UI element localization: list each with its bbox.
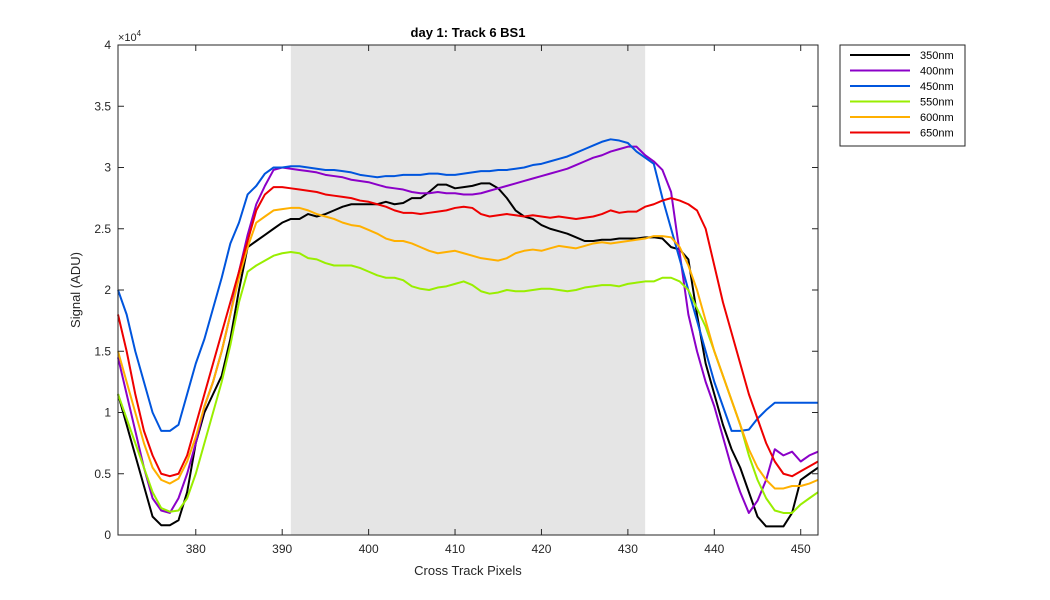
y-axis-ticks: 0 0.5 1 1.5 2 2.5 3 3.5 4 — [94, 38, 818, 542]
series-line-600nm — [117, 206, 819, 490]
y-tick-label: 2 — [104, 283, 111, 297]
y-tick-label: 4 — [104, 38, 111, 52]
series-line-450nm — [117, 138, 818, 432]
legend-label: 350nm — [920, 50, 954, 62]
series-line-650nm — [117, 186, 819, 478]
x-axis-ticks: 380 390 400 410 420 430 440 450 — [186, 45, 811, 556]
x-tick-label: 400 — [359, 542, 379, 556]
series-line-550nm — [117, 251, 819, 514]
legend: 350nm 400nm 450nm 550nm 600nm 650nm — [839, 44, 966, 147]
y-tick-label: 1 — [104, 406, 111, 420]
legend-label: 600nm — [920, 112, 954, 124]
chart-title: day 1: Track 6 BS1 — [411, 25, 526, 40]
y-tick-label: 1.5 — [94, 344, 111, 358]
x-tick-label: 440 — [704, 542, 724, 556]
legend-label: 450nm — [920, 81, 954, 93]
x-axis-label: Cross Track Pixels — [414, 563, 522, 578]
x-tick-label: 450 — [791, 542, 811, 556]
legend-label: 400nm — [920, 66, 954, 78]
x-tick-label: 390 — [272, 542, 292, 556]
y-tick-label: 3 — [104, 161, 111, 175]
shaded-region — [290, 45, 646, 535]
y-axis-exponent: ×104 — [118, 29, 142, 44]
x-tick-label: 380 — [186, 542, 206, 556]
series-lines — [117, 138, 819, 528]
y-tick-label: 3.5 — [94, 99, 111, 113]
y-tick-label: 0.5 — [94, 467, 111, 481]
x-tick-label: 410 — [445, 542, 465, 556]
y-axis-label: Signal (ADU) — [68, 252, 83, 328]
y-tick-label: 0 — [104, 528, 111, 542]
legend-label: 550nm — [920, 97, 954, 109]
legend-label: 650nm — [920, 128, 954, 140]
legend-box — [839, 44, 966, 147]
y-tick-label: 2.5 — [94, 222, 111, 236]
x-tick-label: 430 — [618, 542, 638, 556]
x-tick-label: 420 — [531, 542, 551, 556]
